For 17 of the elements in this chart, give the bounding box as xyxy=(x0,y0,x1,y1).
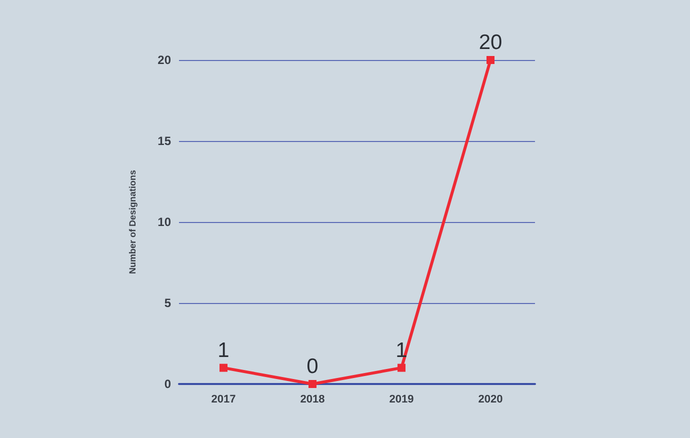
y-tick-label: 5 xyxy=(164,296,172,310)
data-label: 1 xyxy=(218,338,230,362)
y-tick-label: 15 xyxy=(158,134,172,148)
x-tick-label: 2018 xyxy=(300,394,325,406)
y-axis-title: Number of Designations xyxy=(128,170,138,274)
point xyxy=(308,380,316,388)
point xyxy=(398,364,406,372)
y-tick-label: 0 xyxy=(164,377,172,391)
y-tick-label: 10 xyxy=(158,215,172,229)
data-label: 0 xyxy=(306,355,318,378)
point xyxy=(220,364,228,372)
x-tick-label: 2020 xyxy=(478,394,503,406)
x-tick-label: 2017 xyxy=(211,394,236,406)
x-tick-label: 2019 xyxy=(389,394,414,406)
y-tick-label: 20 xyxy=(158,53,172,67)
point xyxy=(486,56,494,64)
data-label: 20 xyxy=(478,31,502,54)
